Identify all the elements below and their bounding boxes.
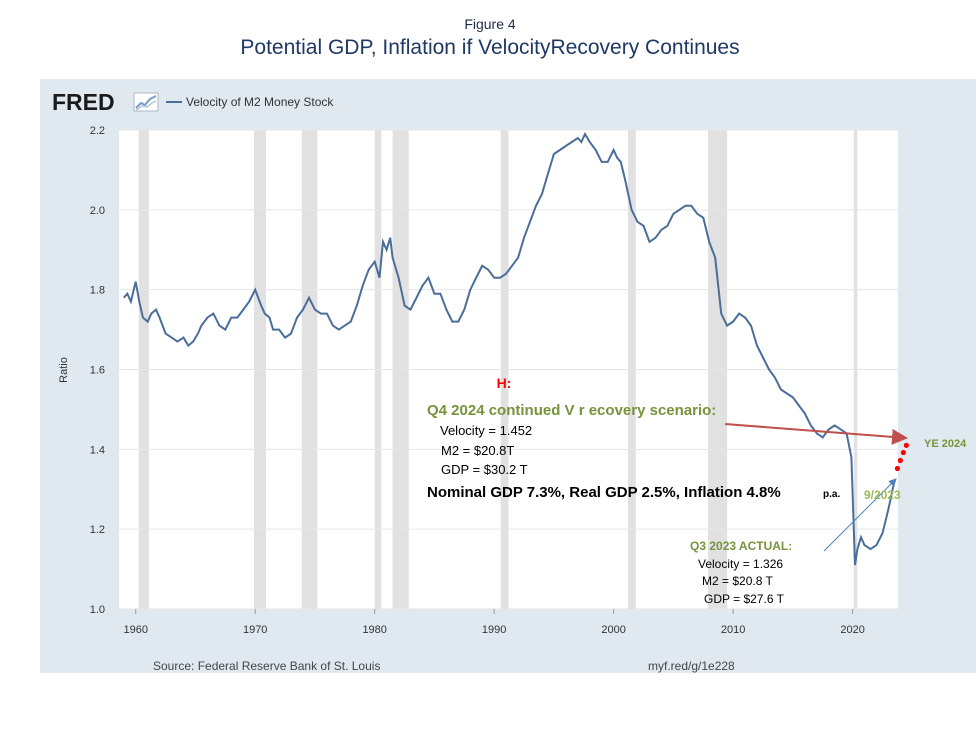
- y-tick-label: 2.2: [90, 125, 105, 137]
- figure-title: Potential GDP, Inflation if VelocityReco…: [240, 36, 740, 59]
- y-tick-label: 1.8: [90, 285, 105, 297]
- y-tick-label: 1.0: [90, 604, 105, 616]
- fred-short-link[interactable]: myf.red/g/1e228: [648, 659, 735, 673]
- x-tick-label: 2000: [601, 624, 625, 636]
- scenario-dot: [903, 442, 909, 448]
- y-tick-label: 2.0: [90, 205, 105, 217]
- x-tick-label: 1960: [123, 624, 147, 636]
- h-label: H:: [497, 375, 512, 391]
- actual-m2: M2 = $20.8 T: [702, 574, 773, 588]
- x-tick-label: 1970: [243, 624, 267, 636]
- x-axis-ticks: 1960 1970 1980 1990 2000 2010 2020: [123, 609, 865, 636]
- legend-label: Velocity of M2 Money Stock: [186, 95, 334, 109]
- sep-2023-label: 9/2023: [864, 488, 901, 502]
- scenario-title: Q4 2024 continued V r ecovery scenario:: [427, 402, 716, 419]
- fred-logo[interactable]: FRED: [52, 89, 115, 115]
- scenario-m2: M2 = $20.8T: [441, 443, 514, 458]
- x-tick-label: 2010: [721, 624, 745, 636]
- nominal-gdp-summary: Nominal GDP 7.3%, Real GDP 2.5%, Inflati…: [427, 484, 781, 501]
- y-tick-label: 1.4: [90, 444, 105, 456]
- scenario-velocity: Velocity = 1.452: [440, 423, 532, 438]
- y-tick-label: 1.6: [90, 365, 105, 377]
- actual-velocity: Velocity = 1.326: [698, 557, 783, 571]
- y-tick-label: 1.2: [90, 524, 105, 536]
- scenario-projection-dots: [894, 442, 909, 472]
- actual-title: Q3 2023 ACTUAL:: [690, 539, 792, 553]
- scenario-gdp: GDP = $30.2 T: [441, 462, 528, 477]
- figure-label: Figure 4: [464, 16, 516, 32]
- source-note: Source: Federal Reserve Bank of St. Loui…: [153, 659, 380, 673]
- scenario-dot: [900, 449, 906, 456]
- ye-2024-label: YE 2024: [924, 438, 967, 450]
- x-tick-label: 2020: [840, 624, 864, 636]
- actual-gdp: GDP = $27.6 T: [704, 592, 785, 606]
- scenario-dot: [897, 457, 903, 464]
- actual-arrow: [823, 478, 897, 552]
- y-axis-label: Ratio: [58, 357, 70, 383]
- fred-graph-icon: [133, 92, 159, 112]
- nominal-suffix: p.a.: [823, 489, 840, 500]
- scenario-arrow: [724, 423, 908, 445]
- x-tick-label: 1990: [482, 624, 506, 636]
- y-axis-ticks: 1.0 1.2 1.4 1.6 1.8 2.0 2.2: [90, 125, 105, 616]
- scenario-dot: [894, 465, 901, 472]
- x-tick-label: 1980: [362, 624, 386, 636]
- velocity-series-line: [123, 131, 896, 566]
